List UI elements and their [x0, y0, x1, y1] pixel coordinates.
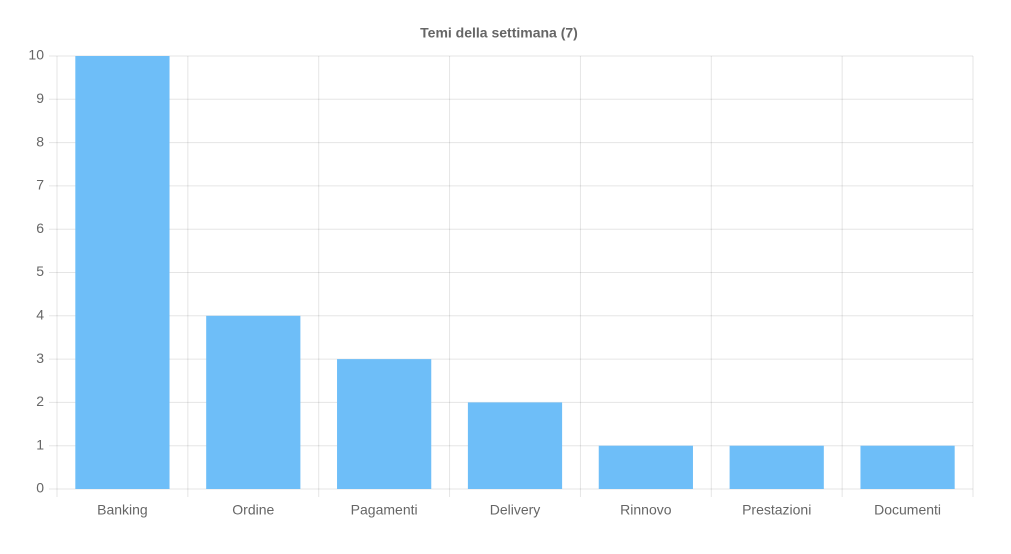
y-tick-label: 8 [36, 133, 44, 149]
bar [337, 359, 432, 489]
bar [729, 445, 824, 489]
y-tick-label: 7 [36, 177, 44, 193]
y-tick-label: 4 [36, 307, 44, 323]
y-tick-label: 1 [36, 436, 44, 452]
y-tick-label: 9 [36, 90, 44, 106]
bar [75, 56, 170, 489]
bar [467, 402, 563, 489]
x-tick-label: Pagamenti [351, 502, 418, 518]
x-tick-label: Documenti [874, 502, 941, 518]
y-tick-label: 6 [36, 220, 44, 236]
x-tick-label: Banking [97, 502, 148, 518]
y-tick-label: 5 [36, 263, 44, 279]
x-tick-label: Prestazioni [742, 502, 811, 518]
x-tick-label: Rinnovo [620, 502, 672, 518]
y-tick-label: 10 [28, 47, 44, 63]
y-tick-label: 0 [36, 480, 44, 496]
y-tick-label: 3 [36, 350, 44, 366]
chart-title: Temi della settimana (7) [420, 25, 578, 41]
x-tick-label: Delivery [490, 502, 541, 518]
bar [598, 445, 693, 489]
bar [860, 445, 955, 489]
y-tick-label: 2 [36, 393, 44, 409]
bar [206, 315, 301, 489]
x-tick-label: Ordine [232, 502, 274, 518]
